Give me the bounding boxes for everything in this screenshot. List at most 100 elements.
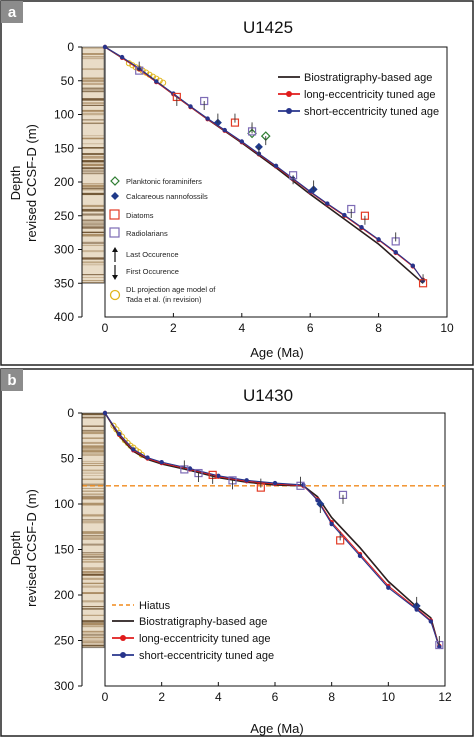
legend-a-long-label: long-eccentricity tuned age (304, 89, 435, 101)
a-core-stripe (82, 147, 104, 149)
b-series-short-point (244, 478, 249, 483)
b-series-short-point (131, 447, 136, 452)
a-series-short-point (376, 237, 381, 242)
b-core-stripe (82, 630, 104, 633)
b-core-stripe (82, 634, 104, 636)
b-core-stripe (82, 625, 104, 628)
b-ytick-label: 50 (61, 452, 75, 466)
b-xtick-label: 0 (102, 690, 109, 704)
panel-b: b U1430 0 2 4 6 8 10 12 0 50 100 150 200 250 300 Age … (0, 368, 474, 737)
b-core-stripe (82, 592, 104, 595)
b-core-stripe (82, 538, 104, 540)
b-core-stripe (82, 445, 104, 448)
b-core-stripe (82, 475, 104, 476)
b-series-short-point (329, 521, 334, 527)
b-series-short-point (272, 480, 278, 486)
b-series-short-point (301, 482, 306, 488)
panel-b-datums (180, 460, 444, 650)
a-series-short-point (205, 116, 210, 121)
legend-nanno-icon (111, 192, 119, 200)
legend-diatom-icon (109, 209, 120, 220)
b-core-stripe (82, 519, 104, 521)
panel-b-ylabel-1: Depth (8, 531, 23, 566)
b-core-stripe (82, 416, 104, 419)
panel-b-title: U1430 (243, 386, 293, 405)
b-series-short-point (145, 455, 150, 460)
b-core-stripe (82, 607, 104, 610)
b-xtick-label: 6 (272, 690, 279, 704)
b-core-stripe (82, 647, 104, 648)
b-ytick-label: 150 (54, 543, 74, 557)
panel-a: a U1425 0 2 4 6 8 10050100150200250300350400 … (0, 0, 474, 366)
b-core-stripe (82, 600, 104, 603)
panel-b-series (102, 410, 442, 650)
panel-a-title: U1425 (243, 18, 293, 37)
a-series-short-point (393, 250, 398, 255)
a-xtick-label: 4 (238, 321, 245, 335)
legend-b-long-marker (120, 635, 126, 641)
b-core-stripe (82, 488, 104, 489)
a-core-stripe (82, 68, 104, 71)
a-core-stripe (82, 183, 104, 185)
b-xtick-label: 12 (438, 690, 452, 704)
legend-dl-icon (109, 289, 121, 301)
a-core-stripe (82, 250, 104, 253)
panel-b-ylabel-2: revised CCSF-D (m) (24, 489, 39, 607)
b-core-stripe (82, 639, 104, 641)
panel-b-label-box (1, 369, 23, 391)
a-core-stripe (82, 281, 104, 284)
b-xtick-label: 2 (158, 690, 165, 704)
b-ytick-label: 250 (54, 634, 74, 648)
a-core-stripe (82, 155, 104, 159)
panel-a-axes (104, 46, 448, 318)
a-plot-frame (104, 46, 448, 318)
a-core-stripe (82, 160, 104, 163)
a-core-stripe (82, 167, 104, 170)
panel-b-frame (0, 368, 474, 737)
panel-b-legend: Hiatus Biostratigraphy-based age long-ec… (112, 600, 274, 662)
b-series-short-point (315, 498, 320, 503)
legend-lo-label: Last Occurence (126, 250, 179, 259)
a-core-stripe (82, 280, 104, 281)
a-series-short-point (342, 212, 347, 218)
a-series-short-point (325, 201, 330, 206)
b-core-stripe (82, 448, 104, 450)
a-core-stripe (82, 204, 104, 208)
panel-a-ylabel-2: revised CCSF-D (m) (24, 124, 39, 242)
a-core-stripe (82, 152, 104, 156)
a-core-stripe (82, 259, 104, 260)
b-series-short-point (428, 619, 434, 624)
b-core-stripe (82, 535, 104, 539)
a-core-stripe (82, 222, 104, 224)
legend-b-long-label: long-eccentricity tuned age (139, 633, 270, 645)
b-core-stripe (82, 582, 104, 585)
panel-a-label-box (1, 1, 23, 23)
b-core-stripe (82, 472, 104, 474)
a-ytick-label: 200 (54, 175, 74, 189)
a-core-stripe (82, 87, 104, 90)
a-core-stripe (82, 257, 104, 259)
panel-b-core-column (81, 412, 105, 649)
legend-radiolarian-label: Radiolarians (126, 229, 168, 238)
a-core-stripe (82, 135, 104, 137)
b-core-stripe (82, 632, 104, 634)
a-ytick-label: 250 (54, 209, 74, 223)
a-core-stripe (82, 56, 104, 58)
b-series-short-point (357, 553, 363, 559)
b-ytick-label: 300 (54, 679, 74, 693)
b-core-stripe (82, 464, 104, 467)
a-core-stripe (82, 102, 104, 105)
b-core-stripe (82, 425, 104, 427)
b-core-base (82, 413, 104, 648)
a-core-stripe (82, 90, 104, 93)
a-xtick-label: 2 (170, 321, 177, 335)
a-core-stripe (82, 184, 104, 188)
a-series-short-point (410, 263, 415, 268)
b-core-stripe (82, 496, 104, 500)
panel-b-ticks: 0 2 4 6 8 10 12 0 50 100 150 200 250 300 (54, 406, 452, 704)
legend-a-long-marker (286, 91, 292, 97)
b-core-stripe (82, 437, 104, 440)
a-core-stripe (82, 112, 104, 116)
